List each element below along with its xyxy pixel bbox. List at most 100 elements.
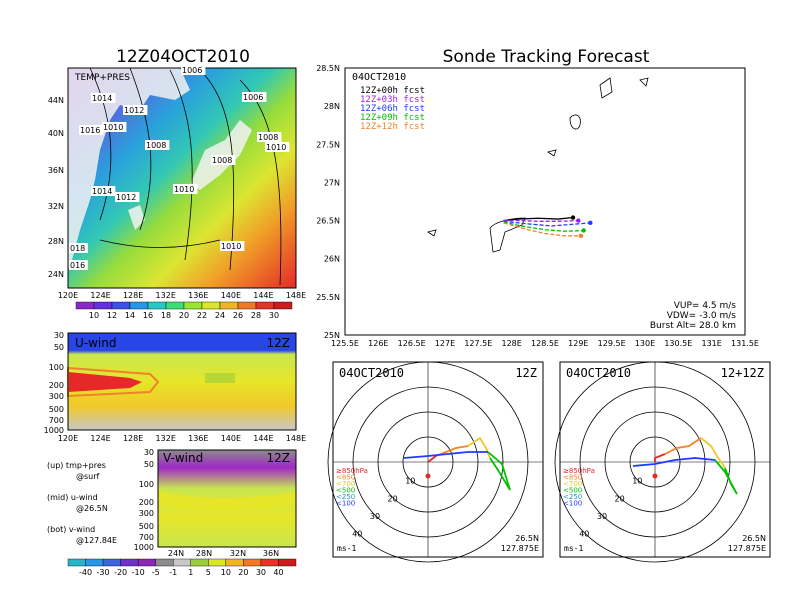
hodograph-date: 04OCT2010 <box>339 366 404 380</box>
vwind-x-tick: 36N <box>263 549 279 558</box>
uwind-y-tick: 200 <box>49 381 64 390</box>
track-x-tick: 127.5E <box>464 339 492 348</box>
vwind-band <box>158 490 296 511</box>
track-x-tick: 127E <box>435 339 455 348</box>
sst-colorbar-label: 14 <box>125 311 135 320</box>
vwind-colorbar-cell <box>208 558 227 567</box>
sst-colorbar-cell <box>183 301 203 310</box>
vwind-colorbar-label: -1 <box>169 568 177 577</box>
pressure-label-box <box>123 105 148 115</box>
track-y-tick: 27N <box>324 178 340 187</box>
sst-x-tick: 132E <box>156 291 176 300</box>
uwind-frame <box>67 332 297 431</box>
hodograph-time: 12+12Z <box>721 366 764 380</box>
sst-x-tick: 120E <box>58 291 78 300</box>
vwind-y-tick: 1000 <box>134 543 154 552</box>
vwind-panel: V-wind 12Z <box>157 449 297 548</box>
legend-subline: @26.5N <box>76 504 108 513</box>
pressure-label-box <box>115 192 140 202</box>
sst-y-tick: 36N <box>48 166 64 175</box>
hodograph-lat: 26.5N <box>742 534 766 543</box>
sst-colorbar-label: 10 <box>89 311 99 320</box>
land-taiwan <box>128 205 145 230</box>
sst-colorbar-label: 22 <box>197 311 207 320</box>
pressure-legend-item: <100 <box>563 500 582 508</box>
pressure-label-box <box>220 241 245 251</box>
vwind-colorbar-cell <box>225 558 244 567</box>
sst-colorbar-label: 16 <box>143 311 153 320</box>
pressure-label-box <box>181 65 206 75</box>
sst-colorbar-label: 30 <box>269 311 279 320</box>
pressure-label-box <box>145 140 170 150</box>
track-y-ticks: 28.5N 28N 27.5N 27N 26.5N 26N 25.5N 25N <box>316 64 340 340</box>
panel-legend: (up) tmp+pres @surf (mid) u-wind @26.5N (bot… <box>47 461 117 545</box>
uwind-blob <box>205 373 235 383</box>
track-x-tick: 126.5E <box>398 339 426 348</box>
sst-colorbar-label: 26 <box>233 311 243 320</box>
pressure-legend-item: <700 <box>563 480 582 488</box>
vwind-colorbar-label: -10 <box>132 568 145 577</box>
vwind-colorbar-label: -20 <box>114 568 127 577</box>
pressure-label-box <box>173 184 198 194</box>
ring-label: 30 <box>597 512 607 521</box>
sst-y-tick: 24N <box>48 270 64 279</box>
sst-colorbar-cell <box>147 301 167 310</box>
track-x-tick: 130.5E <box>664 339 692 348</box>
track-series <box>503 215 593 239</box>
vup-text: VUP= 4.5 m/s <box>674 301 737 311</box>
track-frame <box>344 67 746 336</box>
track-y-tick: 26.5N <box>316 217 340 226</box>
pressure-label-box <box>211 155 236 165</box>
legend-line: (bot) v-wind <box>47 525 95 534</box>
vwind-colorbar-cell <box>155 558 174 567</box>
pressure-label-box <box>265 142 290 152</box>
track-x-tick: 129E <box>568 339 588 348</box>
hodograph-origin-dot <box>425 473 431 479</box>
track-x-tick: 128E <box>502 339 522 348</box>
pressure-legend-item: <250 <box>563 493 582 501</box>
track-y-tick: 28.5N <box>316 64 340 73</box>
pressure-label-box <box>79 125 104 135</box>
track-legend-item: 12Z+00h fcst <box>360 86 425 96</box>
vwind-y-tick: 200 <box>139 498 154 507</box>
hodograph-date: 04OCT2010 <box>566 366 631 380</box>
pressure-label: 1008 <box>258 133 278 142</box>
sst-y-tick: 28N <box>48 237 64 246</box>
burst-text: Burst Alt= 28.0 km <box>650 321 736 331</box>
pressure-legend-item: ≥850hPa <box>563 467 595 475</box>
hodograph-segment <box>714 459 738 495</box>
track-x-tick: 129.5E <box>598 339 626 348</box>
track-y-tick: 25.5N <box>316 293 340 302</box>
vwind-y-tick: 30 <box>144 448 154 457</box>
vwind-colorbar: -40 -30 -20 -10 -5 -1 1 5 10 20 30 40 <box>67 558 297 577</box>
pressure-label-box <box>257 132 282 142</box>
track-x-tick: 128.5E <box>531 339 559 348</box>
uwind-y-tick: 1000 <box>44 426 64 435</box>
track-endpoint <box>570 215 576 220</box>
track-x-tick: 131E <box>702 339 722 348</box>
vwind-colorbar-label: 20 <box>238 568 248 577</box>
pressure-label-box <box>91 186 116 196</box>
sst-colorbar-label: 12 <box>107 311 117 320</box>
vwind-colorbar-cell <box>173 558 191 567</box>
sst-colorbar-label: 18 <box>161 311 171 320</box>
vwind-colorbar-cell <box>120 558 139 567</box>
pressure-label: 1010 <box>103 123 123 132</box>
sst-colorbar-label: 28 <box>251 311 261 320</box>
pressure-label-box <box>102 122 127 132</box>
island-okinawa <box>489 217 526 253</box>
sst-colorbar-cell <box>201 301 221 310</box>
hodograph-segment <box>632 457 716 467</box>
uwind-label: U-wind <box>75 336 116 350</box>
track-legend-item: 12Z+12h fcst <box>360 122 425 132</box>
hodograph-12h: 10 20 30 40 04OCT2010 12+12Z ms-1 26.5N127.875E… <box>554 361 771 563</box>
vwind-colorbar-label: 10 <box>221 568 231 577</box>
vwind-colorbar-cell <box>243 558 262 567</box>
pressure-label-box <box>69 243 88 253</box>
track-endpoint <box>581 228 586 233</box>
vwind-colorbar-label: 40 <box>273 568 283 577</box>
pressure-label: 1006 <box>243 93 263 102</box>
tracking-map <box>344 67 746 336</box>
pressure-legend-item: <850 <box>336 474 355 482</box>
